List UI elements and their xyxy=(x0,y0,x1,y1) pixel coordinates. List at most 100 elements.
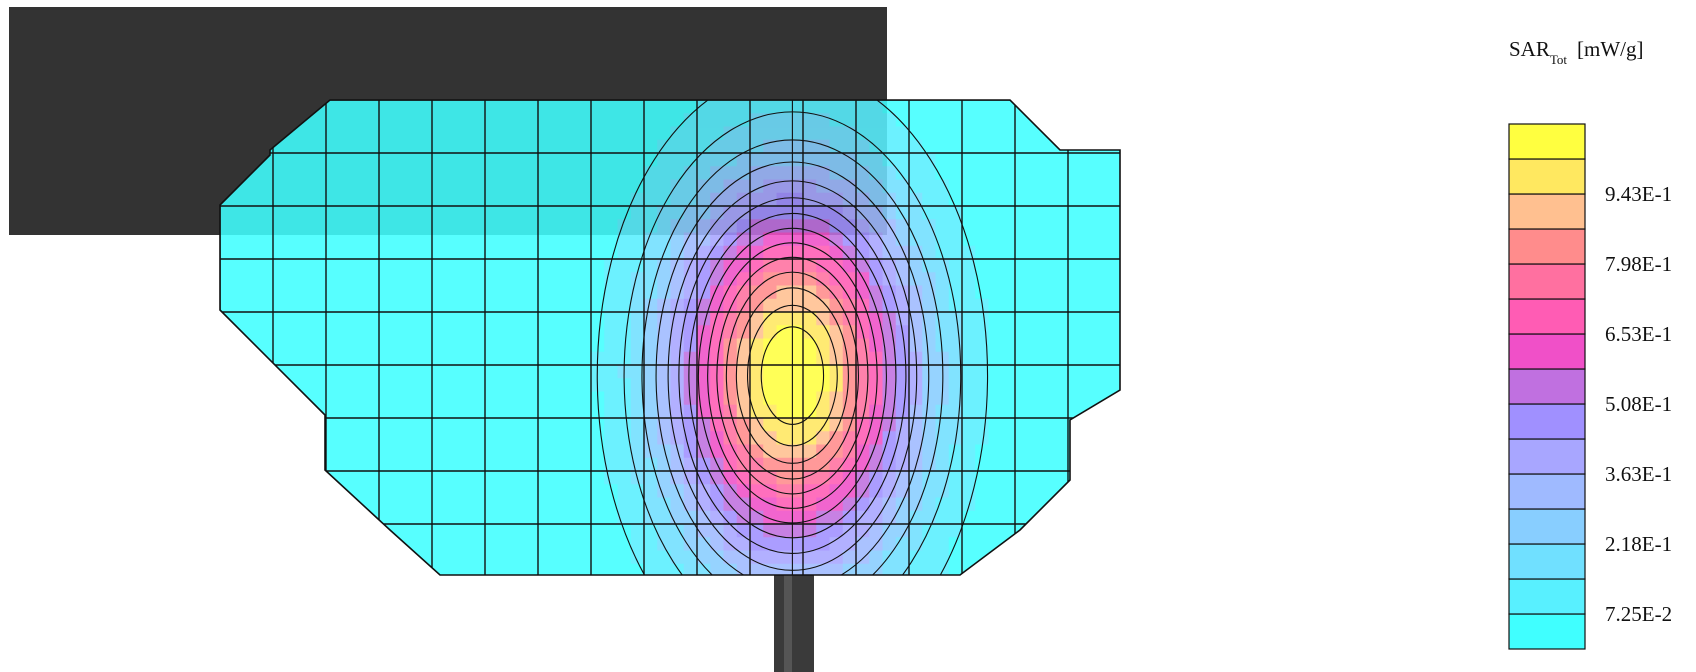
heatmap-cell xyxy=(259,563,274,575)
colorbar-tick-label: 9.43E-1 xyxy=(1605,182,1672,206)
heatmap-cell xyxy=(498,325,512,339)
heatmap-cell xyxy=(630,351,645,366)
heatmap-cell xyxy=(763,192,777,207)
heatmap-cell xyxy=(935,219,950,233)
heatmap-cell xyxy=(458,457,473,472)
heatmap-cell xyxy=(1041,219,1056,233)
heatmap-cell xyxy=(405,550,420,565)
heatmap-cell xyxy=(644,391,658,406)
heatmap-cell xyxy=(617,206,632,220)
heatmap-cell xyxy=(882,298,897,313)
heatmap-cell xyxy=(485,166,499,180)
heatmap-cell xyxy=(710,179,724,194)
heatmap-cell xyxy=(299,391,314,406)
heatmap-cell xyxy=(776,179,791,194)
heatmap-cell xyxy=(630,113,645,127)
heatmap-cell xyxy=(1068,259,1082,273)
heatmap-cell xyxy=(392,444,406,459)
heatmap-cell xyxy=(485,378,499,392)
heatmap-cell xyxy=(538,378,552,392)
heatmap-cell xyxy=(339,312,353,326)
heatmap-cell xyxy=(644,325,658,339)
heatmap-cell xyxy=(697,444,711,459)
heatmap-cell xyxy=(498,312,512,326)
heatmap-cell xyxy=(511,153,526,167)
heatmap-cell xyxy=(763,153,777,167)
heatmap-cell xyxy=(379,179,393,194)
heatmap-cell xyxy=(1081,338,1095,353)
heatmap-cell xyxy=(485,431,499,445)
heatmap-cell xyxy=(246,206,261,220)
heatmap-cell xyxy=(697,431,711,445)
heatmap-cell xyxy=(538,418,552,432)
heatmap-cell xyxy=(816,391,830,406)
heatmap-cell xyxy=(736,153,751,167)
heatmap-cell xyxy=(551,378,565,392)
heatmap-cell xyxy=(789,497,804,512)
heatmap-cell xyxy=(657,444,671,459)
heatmap-cell xyxy=(233,471,247,485)
contour-lines xyxy=(596,100,989,575)
heatmap-cell xyxy=(789,232,804,247)
heatmap-cell xyxy=(1068,325,1082,339)
heatmap-cell xyxy=(286,325,300,339)
heatmap-cell xyxy=(829,510,844,525)
heatmap-cell xyxy=(789,338,804,353)
heatmap-cell xyxy=(273,192,287,207)
heatmap-cell xyxy=(975,338,989,353)
heatmap-cell xyxy=(736,378,751,392)
heatmap-cell xyxy=(312,285,327,300)
heatmap-cell xyxy=(935,166,950,180)
heatmap-cell xyxy=(710,537,724,551)
heatmap-cell xyxy=(630,179,645,194)
heatmap-cell xyxy=(458,471,473,485)
heatmap-cell xyxy=(577,139,592,154)
heatmap-cell xyxy=(471,365,486,379)
heatmap-cell xyxy=(551,484,565,498)
heatmap-cell xyxy=(962,510,976,525)
heatmap-cell xyxy=(710,259,724,273)
heatmap-cell xyxy=(312,484,327,498)
heatmap-cell xyxy=(975,391,989,406)
heatmap-cell xyxy=(736,272,751,286)
heatmap-cell xyxy=(710,232,724,247)
heatmap-cell xyxy=(856,510,870,525)
measurement-grid xyxy=(220,100,1120,575)
heatmap-cell xyxy=(1107,153,1120,167)
heatmap-cell xyxy=(591,272,605,286)
heatmap-cell xyxy=(511,431,526,445)
heatmap-cell xyxy=(577,471,592,485)
heatmap-cell xyxy=(962,431,976,445)
heatmap-cell xyxy=(352,245,367,260)
heatmap-cell xyxy=(591,404,605,419)
heatmap-cell xyxy=(312,245,327,260)
heatmap-cell xyxy=(564,232,579,247)
heatmap-cell xyxy=(829,232,844,247)
heatmap-cell xyxy=(1041,285,1056,300)
heatmap-cell xyxy=(975,563,989,575)
heatmap-cell xyxy=(763,418,777,432)
heatmap-cell xyxy=(591,484,605,498)
heatmap-cell xyxy=(445,391,459,406)
heatmap-cell xyxy=(259,484,274,498)
heatmap-cell xyxy=(657,179,671,194)
heatmap-cell xyxy=(233,524,247,538)
heatmap-cell xyxy=(471,378,486,392)
heatmap-cell xyxy=(1015,351,1029,366)
heatmap-cell xyxy=(962,126,976,141)
heatmap-cell xyxy=(233,510,247,525)
heatmap-cell xyxy=(750,219,764,233)
heatmap-cell xyxy=(365,457,380,472)
heatmap-cell xyxy=(418,298,433,313)
heatmap-cell xyxy=(869,444,883,459)
heatmap-cell xyxy=(842,404,857,419)
heatmap-cell xyxy=(882,179,897,194)
heatmap-cell xyxy=(988,524,1003,538)
heatmap-cell xyxy=(683,166,698,180)
heatmap-cell xyxy=(789,391,804,406)
heatmap-cell xyxy=(975,179,989,194)
heatmap-cell xyxy=(352,484,367,498)
heatmap-cell xyxy=(220,457,234,472)
heatmap-cell xyxy=(604,245,618,260)
heatmap-cell xyxy=(1054,497,1069,512)
